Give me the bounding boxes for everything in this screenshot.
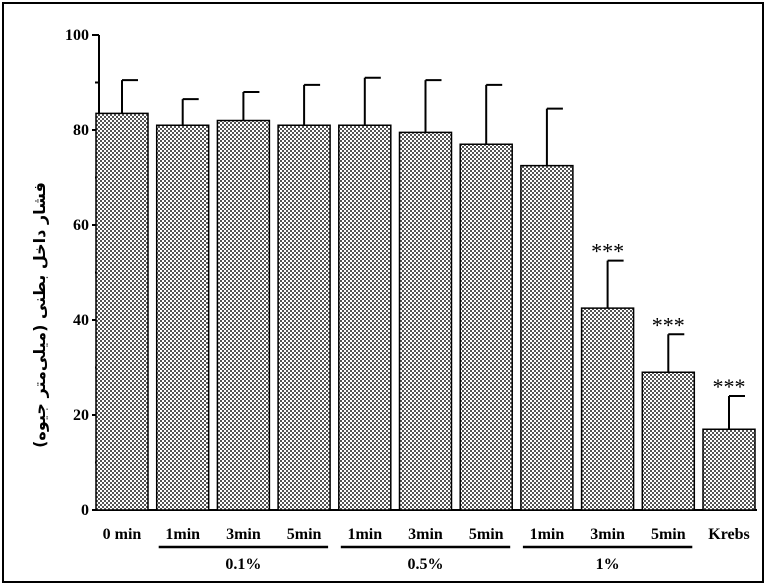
y-tick-label: 80	[73, 122, 89, 139]
y-tick-label: 100	[65, 27, 89, 44]
group-label: 1%	[596, 556, 620, 573]
bar	[702, 428, 756, 511]
category-label: 5min	[287, 526, 322, 543]
y-tick-label: 20	[73, 407, 89, 424]
bar	[277, 124, 331, 511]
category-label: 1min	[165, 526, 200, 543]
y-tick-label: 0	[81, 502, 89, 519]
category-label: 3min	[590, 526, 625, 543]
category-label: 3min	[226, 526, 261, 543]
bar	[520, 164, 574, 511]
category-label: 1min	[530, 526, 565, 543]
bar	[216, 119, 271, 511]
bar	[580, 307, 635, 511]
bar	[155, 124, 210, 511]
significance-marker: ***	[713, 374, 746, 399]
bar	[641, 371, 696, 511]
group-label: 0.1%	[225, 556, 261, 573]
bars-group	[95, 76, 756, 511]
bar	[459, 143, 513, 511]
category-label: 1min	[347, 526, 382, 543]
category-label: 0 min	[103, 526, 142, 543]
y-axis-label: فشار داخل بطنی (میلی‌متر جیوه)	[30, 182, 49, 448]
significance-marker: ***	[652, 312, 685, 337]
category-label: 3min	[408, 526, 443, 543]
bar	[95, 112, 149, 511]
bar	[338, 124, 392, 511]
category-label: 5min	[469, 526, 504, 543]
significance-marker: ***	[591, 239, 624, 264]
bar	[398, 131, 453, 511]
y-tick-label: 60	[73, 217, 89, 234]
group-label: 0.5%	[408, 556, 444, 573]
category-label: Krebs	[708, 526, 749, 543]
y-tick-label: 40	[73, 312, 89, 329]
category-label: 5min	[651, 526, 686, 543]
labels-group: 0 20 40 60 80 100 0 min 1min 3min 5min 1min 3min 5mi…	[65, 27, 750, 573]
